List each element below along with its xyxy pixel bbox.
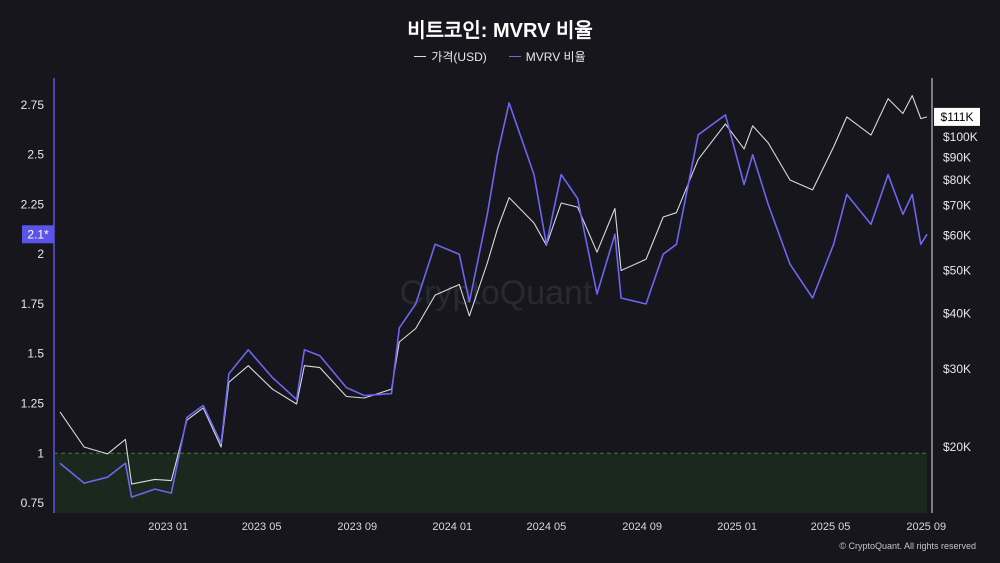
right-tick-label: $100K [943,130,978,144]
right-tick-label: $20K [943,440,971,454]
x-tick-label: 2024 05 [527,521,567,533]
axes [53,78,933,513]
left-axis-ticks: 0.75 1 1.25 1.5 1.75 2 2.25 2.5 2.75 [21,98,45,510]
right-tick-label: $80K [943,173,971,187]
x-tick-label: 2023 09 [337,521,377,533]
legend-swatch-price [414,55,427,58]
left-tick-label: 2.25 [21,197,45,211]
right-tick-label: $30K [943,362,971,376]
left-tick-label: 2.5 [27,148,44,162]
left-tick-label: 0.75 [21,496,45,510]
price-current-badge [934,107,980,126]
right-axis-ticks: $20K $30K $40K $50K $60K $70K $80K $90K $100K [943,130,978,454]
price-current-label: $111K [941,110,974,124]
undervalued-zone-fill [55,453,927,513]
series-mvrv[interactable] [59,102,928,498]
left-tick-label: 2 [37,247,44,261]
x-tick-label: 2023 05 [242,521,282,533]
watermark: CryptoQuant [400,274,593,312]
x-tick-label: 2024 09 [622,521,662,533]
left-tick-label: 2.75 [21,98,45,112]
series-price[interactable] [59,95,928,485]
x-tick-label: 2025 09 [906,521,946,533]
left-tick-label: 1 [37,446,44,460]
undervalued-zone [55,453,927,513]
left-tick-label: 1.75 [21,297,45,311]
legend-label-mvrv: MVRV 비율 [525,50,586,64]
x-tick-label: 2024 01 [432,521,472,533]
series-price-line [59,95,928,485]
x-tick-label: 2023 01 [148,521,188,533]
legend-item-mvrv[interactable]: MVRV 비율 [508,48,586,65]
right-tick-label: $70K [943,199,971,213]
series-mvrv-line [59,102,928,498]
x-axis-ticks: 2023 01 2023 05 2023 09 2024 01 2024 05 2024 … [148,521,946,533]
mvrv-current-label: 2.1* [27,227,49,241]
right-tick-label: $90K [943,150,971,164]
mvrv-current-badge [22,225,54,244]
legend-item-price[interactable]: 가격(USD) [414,48,487,65]
right-tick-label: $40K [943,306,971,320]
right-tick-label: $50K [943,264,971,278]
right-tick-label: $60K [943,228,971,242]
legend-swatch-mvrv [508,55,521,58]
x-tick-label: 2025 05 [811,521,851,533]
legend-label-price: 가격(USD) [431,50,487,64]
left-tick-label: 1.25 [21,397,45,411]
legend: 가격(USD) MVRV 비율 [0,48,1000,65]
left-tick-label: 1.5 [27,347,44,361]
chart-title: 비트코인: MVRV 비율 [407,20,593,42]
current-value-markers: 2.1* $111K [22,107,980,244]
x-tick-label: 2025 01 [717,521,757,533]
copyright-notice: © CryptoQuant. All rights reserved [839,541,976,551]
